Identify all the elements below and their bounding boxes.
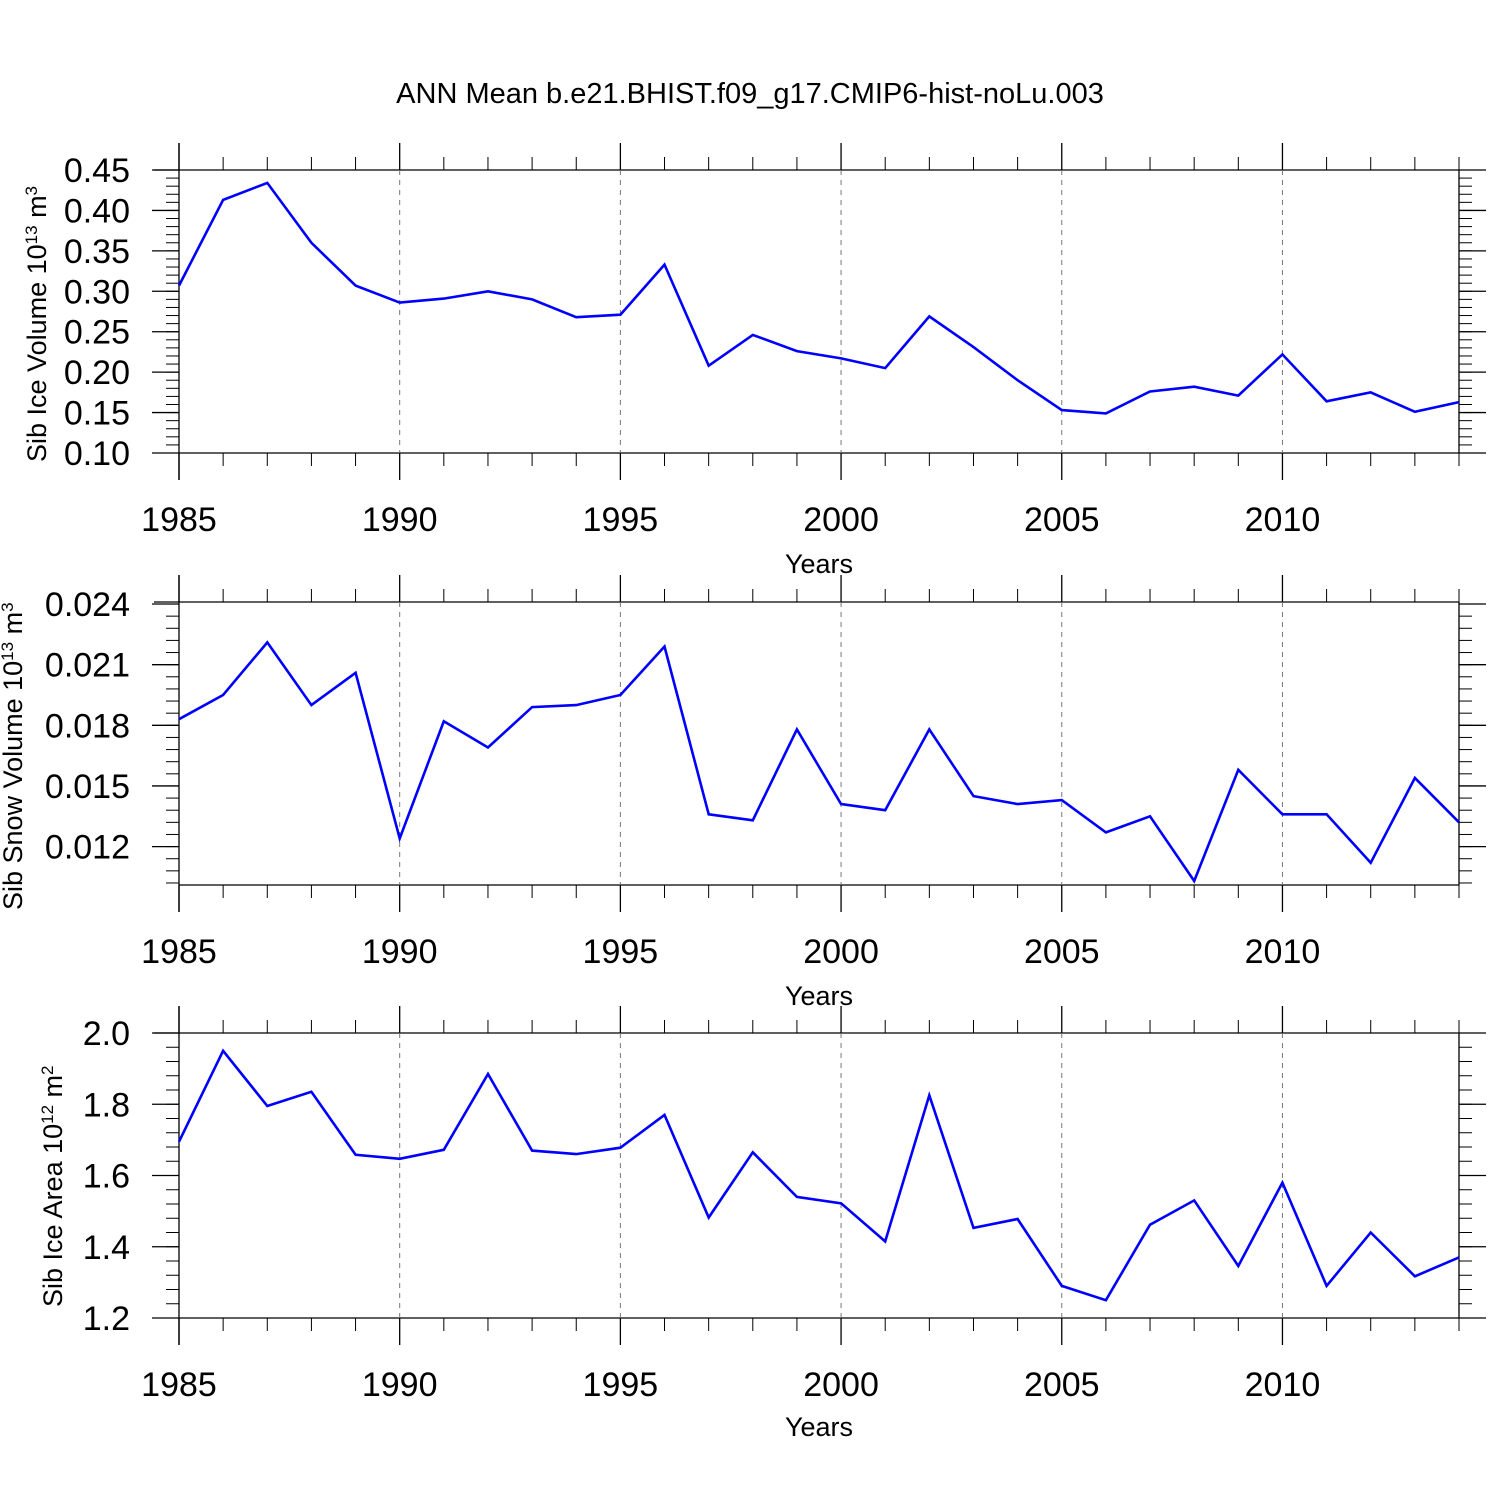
- ice-area-y-axis-label: Sib Ice Area 1012 m2: [38, 1065, 68, 1307]
- data-point: [1193, 1200, 1195, 1202]
- data-point: [884, 1241, 886, 1243]
- y-tick-label: 0.35: [64, 233, 130, 271]
- x-tick-label: 1995: [583, 933, 659, 971]
- x-tick-label: 2010: [1245, 933, 1321, 971]
- data-point: [575, 1153, 577, 1155]
- y-tick-label: 0.30: [64, 273, 130, 311]
- ice-volume-x-axis-label: Years: [784, 549, 854, 579]
- y-tick-label: 0.45: [64, 152, 130, 190]
- data-point: [708, 1217, 710, 1219]
- data-point: [1458, 1257, 1460, 1259]
- data-point: [1105, 1299, 1107, 1301]
- figure-title: ANN Mean b.e21.BHIST.f09_g17.CMIP6-hist-…: [396, 78, 1104, 110]
- series-line: [177, 181, 1460, 415]
- data-point: [355, 1154, 357, 1156]
- data-point: [311, 1091, 313, 1093]
- data-point: [1061, 1285, 1063, 1287]
- data-point: [973, 1227, 975, 1229]
- y-tick-label: 0.10: [64, 435, 130, 473]
- series-line: [178, 640, 1460, 884]
- data-point: [443, 1149, 445, 1151]
- y-tick-label: 0.018: [45, 707, 130, 745]
- y-tick-label: 0.40: [64, 192, 130, 230]
- data-point: [1017, 1218, 1019, 1220]
- y-tick-label: 1.2: [83, 1300, 130, 1338]
- data-point: [487, 1073, 489, 1075]
- data-point: [1238, 1265, 1240, 1267]
- x-tick-label: 1985: [141, 501, 217, 539]
- data-point: [620, 1147, 622, 1149]
- x-tick-label: 1995: [583, 501, 659, 539]
- data-point: [531, 1150, 533, 1152]
- data-point: [796, 1196, 798, 1198]
- y-tick-label: 0.25: [64, 314, 130, 352]
- x-tick-label: 2000: [803, 501, 879, 539]
- x-tick-label: 2000: [803, 933, 879, 971]
- y-tick-label: 1.6: [83, 1158, 130, 1196]
- data-point: [1149, 1224, 1151, 1226]
- x-tick-label: 1985: [141, 933, 217, 971]
- ice-area-x-axis-label: Years: [784, 1412, 854, 1442]
- x-tick-label: 2005: [1024, 501, 1100, 539]
- x-tick-label: 2005: [1024, 933, 1100, 971]
- data-point: [664, 1114, 666, 1116]
- x-tick-label: 1990: [362, 501, 438, 539]
- x-tick-label: 2010: [1245, 1366, 1321, 1404]
- data-point: [929, 1095, 931, 1097]
- data-point: [222, 1050, 224, 1052]
- data-point: [1414, 1276, 1416, 1278]
- data-point: [178, 1141, 180, 1143]
- data-point: [840, 1202, 842, 1204]
- data-point: [399, 1158, 401, 1160]
- y-tick-label: 0.021: [45, 647, 130, 685]
- y-tick-label: 2.0: [83, 1015, 130, 1053]
- y-tick-label: 0.15: [64, 395, 130, 433]
- y-tick-label: 0.024: [45, 586, 130, 624]
- data-point: [1282, 1182, 1284, 1184]
- series-line: [177, 1048, 1460, 1302]
- x-tick-label: 1990: [362, 933, 438, 971]
- data-point: [266, 1105, 268, 1107]
- data-point: [752, 1152, 754, 1154]
- x-tick-label: 2010: [1245, 501, 1321, 539]
- y-tick-label: 0.012: [45, 829, 130, 867]
- y-tick-label: 1.4: [83, 1229, 130, 1267]
- x-tick-label: 1985: [141, 1366, 217, 1404]
- x-tick-label: 1995: [583, 1366, 659, 1404]
- y-tick-label: 0.015: [45, 768, 130, 806]
- x-tick-label: 2005: [1024, 1366, 1100, 1404]
- x-tick-label: 2000: [803, 1366, 879, 1404]
- data-point: [1326, 1285, 1328, 1287]
- data-point: [1370, 1232, 1372, 1234]
- y-tick-label: 0.20: [64, 354, 130, 392]
- y-tick-label: 1.8: [83, 1086, 130, 1124]
- x-tick-label: 1990: [362, 1366, 438, 1404]
